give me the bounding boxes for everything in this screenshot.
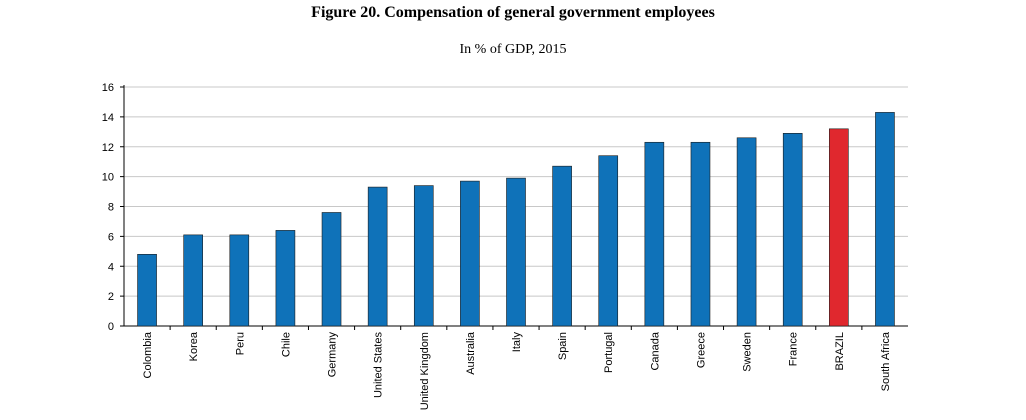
bar-brazil bbox=[829, 128, 849, 327]
x-tick-label: Spain bbox=[557, 332, 569, 360]
chart-subtitle: In % of GDP, 2015 bbox=[459, 42, 567, 57]
x-tick-label: Australia bbox=[465, 331, 477, 375]
bar-colombia bbox=[137, 254, 157, 327]
bar-united-states bbox=[367, 186, 388, 327]
y-tick-label: 8 bbox=[108, 202, 114, 214]
x-tick-label: Portugal bbox=[603, 332, 615, 373]
bar-peru bbox=[229, 234, 250, 327]
bar-korea bbox=[183, 234, 203, 327]
bar-spain bbox=[552, 165, 572, 327]
bar-united-kingdom bbox=[413, 185, 434, 327]
y-tick-label: 10 bbox=[102, 172, 114, 184]
x-tick-label: Italy bbox=[511, 332, 523, 353]
bar-australia bbox=[460, 180, 480, 327]
bar-south-africa bbox=[875, 112, 895, 327]
x-tick-label: Colombia bbox=[142, 331, 154, 378]
chart-title: Figure 20. Compensation of general gover… bbox=[311, 4, 715, 21]
bar-portugal bbox=[598, 155, 619, 327]
x-tick-label: Sweden bbox=[742, 332, 754, 372]
y-tick-label: 2 bbox=[108, 291, 114, 303]
y-tick-label: 4 bbox=[108, 261, 114, 273]
x-tick-label: Chile bbox=[280, 332, 292, 357]
x-tick-label: BRAZIL bbox=[834, 332, 846, 371]
y-tick-label: 14 bbox=[102, 112, 114, 124]
y-tick-label: 16 bbox=[102, 82, 114, 94]
x-tick-label: Greece bbox=[695, 332, 707, 368]
bar-germany bbox=[321, 212, 342, 327]
bar-canada bbox=[644, 141, 665, 327]
bar-sweden bbox=[736, 137, 757, 327]
bar-italy bbox=[506, 177, 526, 327]
y-tick-label: 6 bbox=[108, 231, 114, 243]
y-tick-label: 12 bbox=[102, 142, 114, 154]
bar-greece bbox=[690, 141, 711, 327]
x-tick-label: Canada bbox=[649, 331, 661, 370]
x-tick-label: France bbox=[788, 332, 800, 366]
x-tick-label: Peru bbox=[234, 332, 246, 355]
x-tick-label: United States bbox=[373, 332, 385, 399]
bar-chile bbox=[275, 230, 296, 327]
x-tick-label: Korea bbox=[188, 331, 200, 361]
y-tick-label: 0 bbox=[108, 321, 114, 333]
x-tick-label: South Africa bbox=[880, 331, 892, 391]
x-tick-label: United Kingdom bbox=[419, 332, 431, 410]
x-tick-label: Germany bbox=[327, 332, 339, 378]
bar-france bbox=[782, 133, 803, 327]
